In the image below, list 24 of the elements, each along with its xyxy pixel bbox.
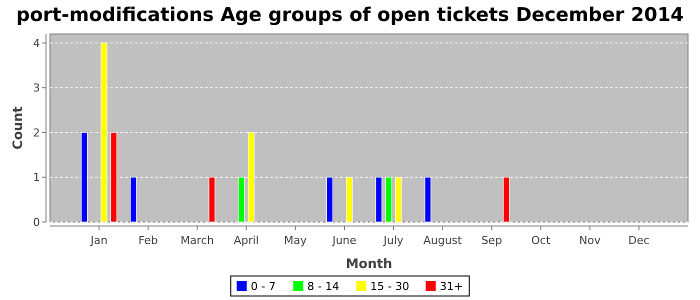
x-tick-label: Jan (90, 234, 108, 247)
x-tick-label: June (331, 234, 357, 247)
x-tick-label: August (423, 234, 463, 247)
x-tick-label: May (284, 234, 308, 247)
y-tick-label: 4 (33, 36, 40, 50)
x-tick-label: Feb (138, 234, 158, 247)
chart-title: port-modifications Age groups of open tickets December 2014 (16, 4, 684, 26)
x-tick-label: Dec (628, 234, 650, 247)
x-axis-title: Month (346, 257, 392, 272)
x-tick-label: April (234, 234, 259, 247)
x-tick-label: July (382, 234, 404, 247)
y-tick-label: 3 (33, 82, 40, 95)
y-tick-label: 0 (33, 216, 40, 229)
y-tick-label: 1 (33, 171, 40, 184)
legend-label: 8 - 14 (307, 280, 340, 293)
y-tick-label: 2 (33, 126, 40, 140)
legend-label: 31+ (440, 280, 463, 293)
y-axis-title: Count (11, 106, 26, 150)
x-tick-label: Nov (579, 234, 602, 247)
legend-label: 15 - 30 (370, 280, 410, 293)
legend-label: 0 - 7 (250, 280, 276, 293)
x-tick-label: Sep (481, 234, 502, 247)
x-tick-label: Oct (531, 234, 551, 247)
x-tick-label: March (180, 234, 214, 247)
